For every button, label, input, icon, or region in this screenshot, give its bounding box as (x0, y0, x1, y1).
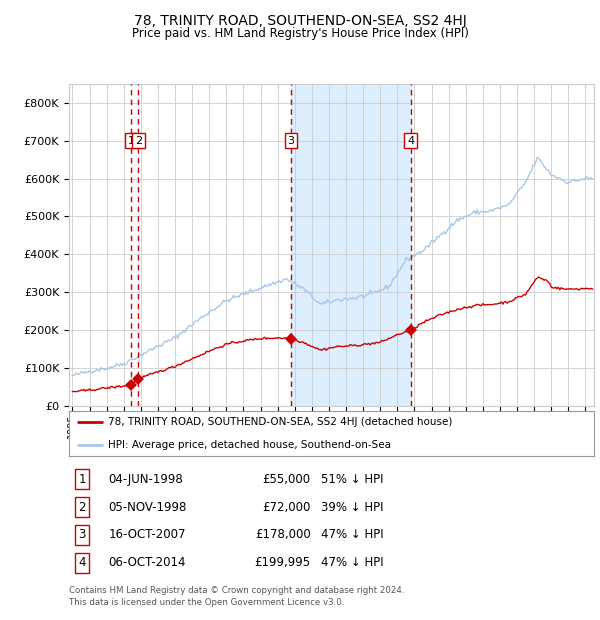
Text: 1: 1 (79, 473, 86, 486)
Text: 2: 2 (134, 136, 142, 146)
Text: 05-NOV-1998: 05-NOV-1998 (109, 501, 187, 513)
Text: 51% ↓ HPI: 51% ↓ HPI (321, 473, 383, 486)
Text: 06-OCT-2014: 06-OCT-2014 (109, 556, 186, 569)
Text: 47% ↓ HPI: 47% ↓ HPI (321, 528, 383, 541)
Text: 39% ↓ HPI: 39% ↓ HPI (321, 501, 383, 513)
Text: 4: 4 (407, 136, 414, 146)
Text: Contains HM Land Registry data © Crown copyright and database right 2024.: Contains HM Land Registry data © Crown c… (69, 586, 404, 595)
Text: £199,995: £199,995 (254, 556, 311, 569)
Text: This data is licensed under the Open Government Licence v3.0.: This data is licensed under the Open Gov… (69, 598, 344, 608)
Text: 4: 4 (79, 556, 86, 569)
Text: £55,000: £55,000 (262, 473, 311, 486)
Text: HPI: Average price, detached house, Southend-on-Sea: HPI: Average price, detached house, Sout… (109, 440, 391, 450)
Bar (291, 84, 410, 406)
Text: £72,000: £72,000 (262, 501, 311, 513)
Text: 3: 3 (287, 136, 295, 146)
Text: 1: 1 (128, 136, 135, 146)
Text: 78, TRINITY ROAD, SOUTHEND-ON-SEA, SS2 4HJ: 78, TRINITY ROAD, SOUTHEND-ON-SEA, SS2 4… (134, 14, 466, 28)
Text: £178,000: £178,000 (255, 528, 311, 541)
Text: 2: 2 (79, 501, 86, 513)
Text: Price paid vs. HM Land Registry's House Price Index (HPI): Price paid vs. HM Land Registry's House … (131, 27, 469, 40)
Text: 47% ↓ HPI: 47% ↓ HPI (321, 556, 383, 569)
Text: 78, TRINITY ROAD, SOUTHEND-ON-SEA, SS2 4HJ (detached house): 78, TRINITY ROAD, SOUTHEND-ON-SEA, SS2 4… (109, 417, 453, 427)
Text: 04-JUN-1998: 04-JUN-1998 (109, 473, 183, 486)
Text: 16-OCT-2007: 16-OCT-2007 (109, 528, 186, 541)
Text: 3: 3 (79, 528, 86, 541)
